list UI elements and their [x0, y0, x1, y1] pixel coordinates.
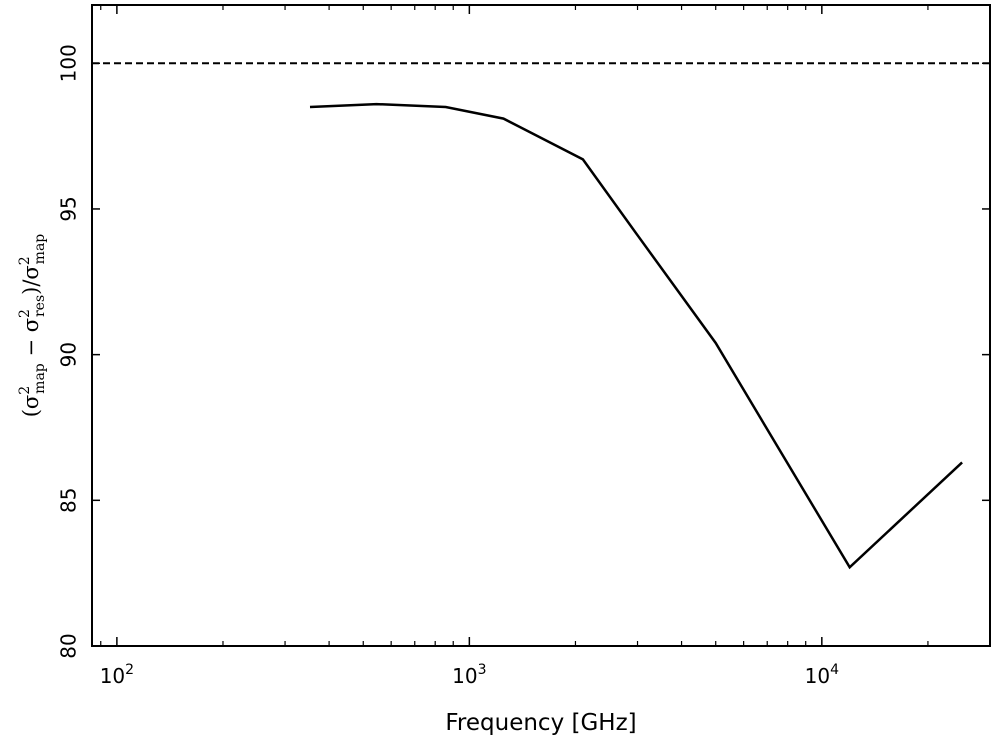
ylabel-sup-3: 2	[17, 256, 33, 265]
ylabel-close: )/σ	[19, 265, 43, 295]
y-tick-label: 100	[57, 44, 81, 82]
x-tick-label-base: 10	[805, 664, 830, 688]
x-tick-label-base: 10	[100, 664, 125, 688]
x-tick-label: 104	[805, 662, 839, 688]
y-tick-label: 80	[57, 633, 81, 658]
ylabel-sub-3: map	[32, 234, 48, 265]
x-tick-label: 103	[452, 662, 486, 688]
plot-frame	[91, 4, 991, 647]
ylabel-minus: − σ	[19, 318, 43, 363]
ylabel-sub-1: map	[32, 363, 48, 394]
y-tick-label: 95	[57, 196, 81, 221]
y-tick-label: 85	[57, 488, 81, 513]
x-axis-label: Frequency [GHz]	[445, 710, 636, 736]
ylabel-open: (σ	[19, 395, 43, 418]
ylabel-sup-2: 2	[17, 309, 33, 318]
y-tick-label: 90	[57, 342, 81, 367]
ylabel-sup-1: 2	[17, 386, 33, 395]
x-tick-label-base: 10	[452, 664, 477, 688]
x-tick-label: 102	[100, 662, 134, 688]
ylabel-sub-2: res	[32, 295, 48, 317]
y-axis-label: (σ2map − σ2res)/σ2map	[17, 234, 48, 418]
x-tick-label-exp: 2	[125, 662, 134, 678]
x-tick-label-exp: 4	[830, 662, 839, 678]
x-tick-label-exp: 3	[478, 662, 487, 678]
plot-layer	[92, 62, 990, 570]
series-line-0	[309, 102, 963, 570]
